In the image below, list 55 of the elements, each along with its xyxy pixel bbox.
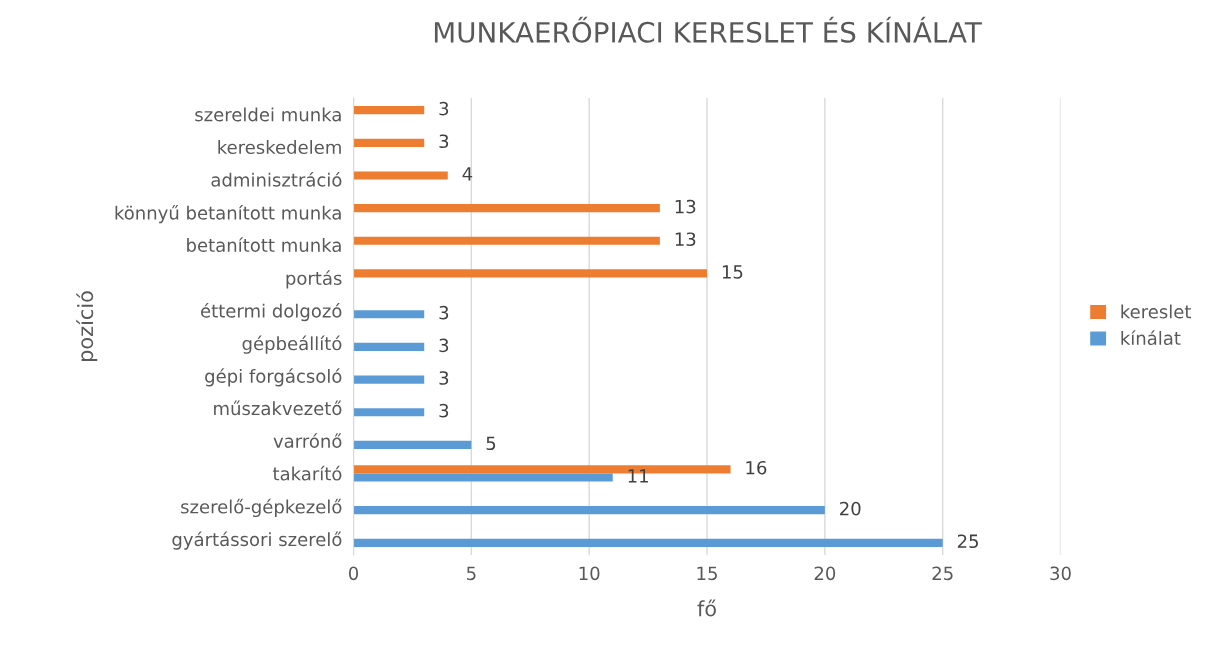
x-axis-title: fő (697, 599, 716, 617)
data-label: 15 (722, 265, 743, 279)
bar (353, 342, 425, 351)
legend-label: kínálat (1121, 330, 1181, 345)
y-tick-label: éttermi dolgozó (201, 302, 342, 322)
bar (353, 269, 708, 278)
x-tick-label: 15 (697, 566, 717, 581)
x-tick-label: 5 (467, 566, 476, 581)
y-axis-title: pozíció (76, 291, 98, 361)
y-tick-label: betanított munka (187, 237, 341, 252)
data-label: 3 (439, 305, 449, 320)
legend-label: kereslet (1121, 304, 1192, 319)
bar (353, 408, 425, 417)
y-tick-label: gépbeállító (242, 335, 342, 354)
x-tick-label: 25 (932, 566, 953, 581)
y-tick-label: takarító (272, 465, 342, 481)
y-tick-label: adminisztráció (211, 171, 342, 187)
bar (353, 375, 425, 384)
bar (353, 310, 425, 319)
bar (353, 204, 660, 213)
x-tick-label: 30 (1050, 566, 1071, 581)
bar (353, 138, 425, 147)
chart-title: MUNKAERŐPIACI KERESLET ÉS KÍNÁLAT (434, 16, 982, 43)
data-label: 3 (439, 134, 449, 149)
x-tick-label: 10 (579, 566, 600, 581)
y-tick-label: varrónő (273, 433, 342, 448)
data-label: 3 (439, 101, 449, 116)
y-tick-label: gyártássori szerelő (172, 531, 342, 550)
x-tick-label: 20 (814, 566, 836, 581)
data-label: 3 (439, 403, 449, 418)
data-label: 16 (746, 460, 767, 475)
data-label: 20 (840, 501, 861, 516)
y-tick-label: könnyű betanított munka (115, 205, 341, 224)
bar (353, 506, 825, 515)
y-tick-label: műszakvezető (214, 400, 342, 416)
bar (353, 473, 613, 482)
bar (353, 171, 448, 180)
data-label: 25 (957, 534, 978, 549)
data-label: 11 (628, 469, 648, 483)
bar (353, 106, 425, 115)
y-tick-label: szerelő-gépkezelő (181, 498, 342, 518)
bar (353, 236, 660, 245)
data-label: 3 (439, 371, 449, 385)
data-label: 3 (439, 338, 449, 353)
y-tick-label: gépi forgácsoló (205, 368, 342, 387)
data-label: 5 (486, 436, 496, 451)
bar (353, 538, 943, 547)
data-label: 13 (675, 199, 696, 214)
data-label: 4 (462, 167, 473, 181)
x-tick-label: 0 (348, 566, 359, 581)
y-tick-label: szereldei munka (195, 107, 341, 122)
y-tick-label: kereskedelem (218, 140, 341, 155)
data-label: 13 (675, 232, 696, 247)
y-tick-label: portás (286, 270, 342, 289)
bar (353, 440, 472, 449)
